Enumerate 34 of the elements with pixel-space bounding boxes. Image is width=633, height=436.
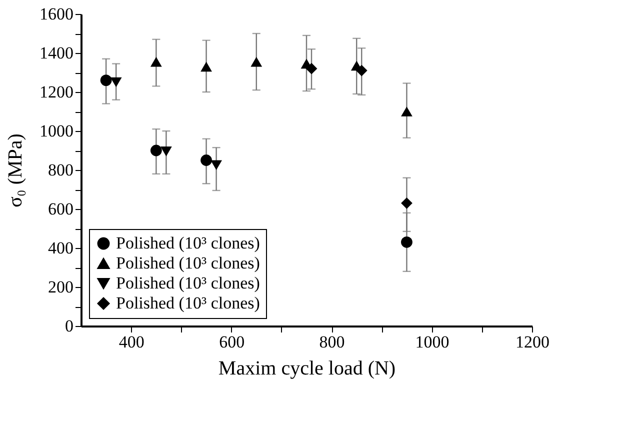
point bbox=[110, 77, 122, 88]
point bbox=[150, 144, 162, 156]
y-tick-label: 0 bbox=[65, 316, 74, 336]
point bbox=[100, 74, 112, 86]
point bbox=[401, 106, 412, 116]
y-tick-label: 1400 bbox=[40, 44, 74, 62]
point bbox=[401, 197, 412, 209]
y-axis-title: σ₀ (MPa) bbox=[4, 134, 26, 208]
legend-label: Polished (10³ clones) bbox=[116, 254, 260, 272]
x-axis-title: Maxim cycle load (N) bbox=[218, 358, 396, 380]
point bbox=[356, 64, 368, 76]
x-tick-label: 600 bbox=[219, 332, 245, 352]
point bbox=[150, 56, 162, 67]
legend-label: Polished (10³ clones) bbox=[116, 294, 260, 312]
x-tick-label: 800 bbox=[319, 332, 345, 352]
point bbox=[200, 62, 212, 72]
point bbox=[401, 236, 412, 248]
y-tick-label: 400 bbox=[48, 238, 74, 258]
legend-label: Polished (10³ clones) bbox=[116, 234, 260, 252]
y-tick-label: 200 bbox=[48, 278, 74, 296]
legend-label: Polished (10³ clones) bbox=[116, 274, 260, 292]
x-tick-label: 1200 bbox=[516, 332, 550, 352]
point bbox=[210, 160, 222, 170]
point bbox=[200, 154, 212, 166]
x-tick-label: 400 bbox=[118, 332, 144, 352]
y-tick-label: 1200 bbox=[40, 82, 74, 102]
y-tick-label: 600 bbox=[48, 200, 74, 218]
point bbox=[160, 146, 172, 156]
y-tick-label: 1600 bbox=[40, 4, 74, 24]
point bbox=[306, 62, 318, 74]
point bbox=[250, 56, 262, 67]
x-tick-label: 1000 bbox=[415, 332, 450, 352]
y-tick-label: 800 bbox=[48, 160, 74, 180]
y-tick-label: 1000 bbox=[40, 122, 74, 140]
